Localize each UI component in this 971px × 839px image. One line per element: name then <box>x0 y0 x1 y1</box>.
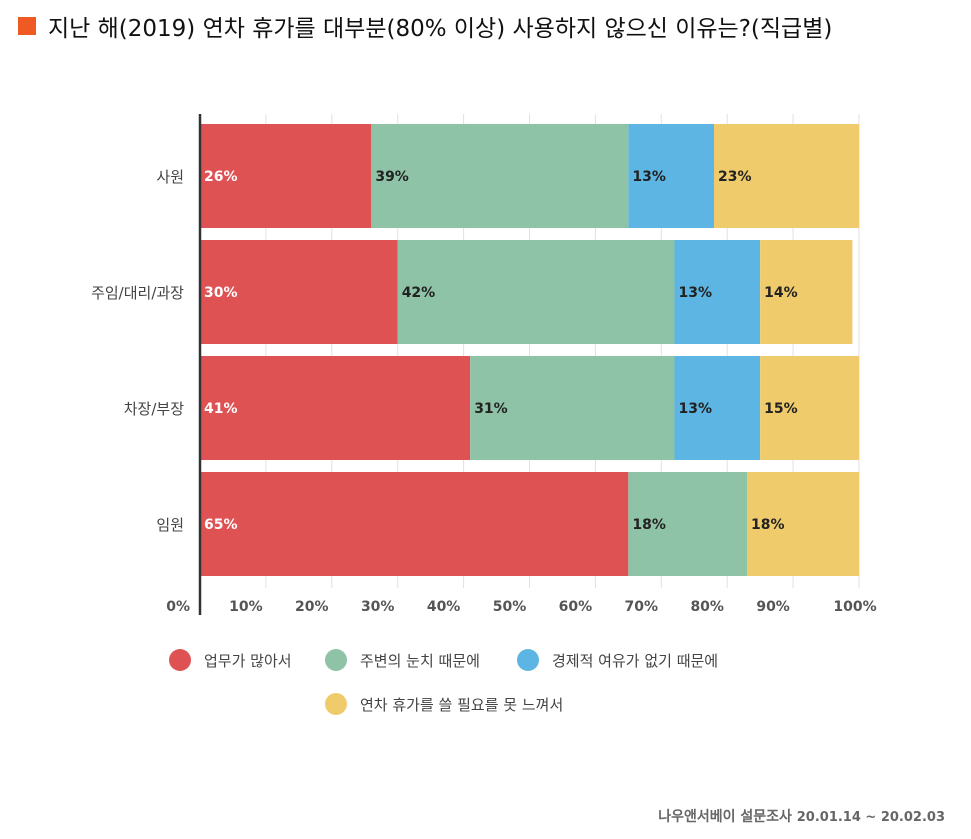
data-label: 23% <box>718 169 752 185</box>
data-label: 42% <box>402 285 436 301</box>
category-label: 사원 <box>156 168 184 186</box>
data-label: 13% <box>632 169 666 185</box>
bar-segment <box>200 124 372 228</box>
x-tick-label: 10% <box>229 599 263 615</box>
bar-segment <box>628 472 747 576</box>
x-tick-label: 20% <box>295 599 329 615</box>
data-label: 39% <box>375 169 409 185</box>
data-label: 13% <box>678 401 712 417</box>
data-label: 14% <box>764 285 798 301</box>
bar-segment <box>200 472 629 576</box>
bar-segment <box>760 356 859 460</box>
legend-label: 연차 휴가를 쓸 필요를 못 느껴서 <box>360 696 563 714</box>
legend-swatch <box>325 649 347 671</box>
data-label: 31% <box>474 401 508 417</box>
data-label: 30% <box>204 285 238 301</box>
bar-segment <box>760 240 853 344</box>
legend-swatch <box>169 649 191 671</box>
bar-segment <box>674 356 761 460</box>
data-label: 13% <box>678 285 712 301</box>
data-label: 65% <box>204 517 238 533</box>
legend-swatch <box>325 693 347 715</box>
bar-segment <box>674 240 761 344</box>
category-label: 주임/대리/과장 <box>91 284 184 302</box>
bar-segment <box>628 124 715 228</box>
bar-segment <box>746 472 859 576</box>
survey-source: 나우앤서베이 설문조사 20.01.14 ~ 20.02.03 <box>658 806 945 826</box>
category-label: 차장/부장 <box>124 400 184 418</box>
x-tick-label: 70% <box>625 599 659 615</box>
legend-label: 경제적 여유가 없기 때문에 <box>552 652 718 670</box>
legend-swatch <box>517 649 539 671</box>
data-label: 18% <box>751 517 785 533</box>
legend-label: 주변의 눈치 때문에 <box>360 652 480 670</box>
x-tick-label: 80% <box>690 599 724 615</box>
x-tick-label: 90% <box>756 599 790 615</box>
data-label: 18% <box>632 517 666 533</box>
bar-segment <box>200 356 471 460</box>
bar-segment <box>714 124 859 228</box>
x-tick-label: 0% <box>166 599 190 615</box>
x-tick-label: 30% <box>361 599 395 615</box>
data-label: 26% <box>204 169 238 185</box>
bar-segment <box>200 240 398 344</box>
source-name: 나우앤서베이 설문조사 <box>658 809 792 825</box>
bar-segment <box>470 356 675 460</box>
title-square-icon <box>18 17 36 35</box>
chart-title-row: 지난 해(2019) 연차 휴가를 대부분(80% 이상) 사용하지 않으신 이… <box>18 10 832 42</box>
bar-segment <box>397 240 675 344</box>
x-tick-label: 100% <box>833 599 876 615</box>
survey-dates: 20.01.14 ~ 20.02.03 <box>796 810 945 825</box>
bar-segment <box>371 124 629 228</box>
chart-title: 지난 해(2019) 연차 휴가를 대부분(80% 이상) 사용하지 않으신 이… <box>48 16 833 42</box>
category-label: 임원 <box>156 516 184 534</box>
data-label: 41% <box>204 401 238 417</box>
x-tick-label: 40% <box>427 599 461 615</box>
x-tick-label: 50% <box>493 599 527 615</box>
data-label: 15% <box>764 401 798 417</box>
x-tick-label: 60% <box>559 599 593 615</box>
legend-label: 업무가 많아서 <box>204 652 292 670</box>
